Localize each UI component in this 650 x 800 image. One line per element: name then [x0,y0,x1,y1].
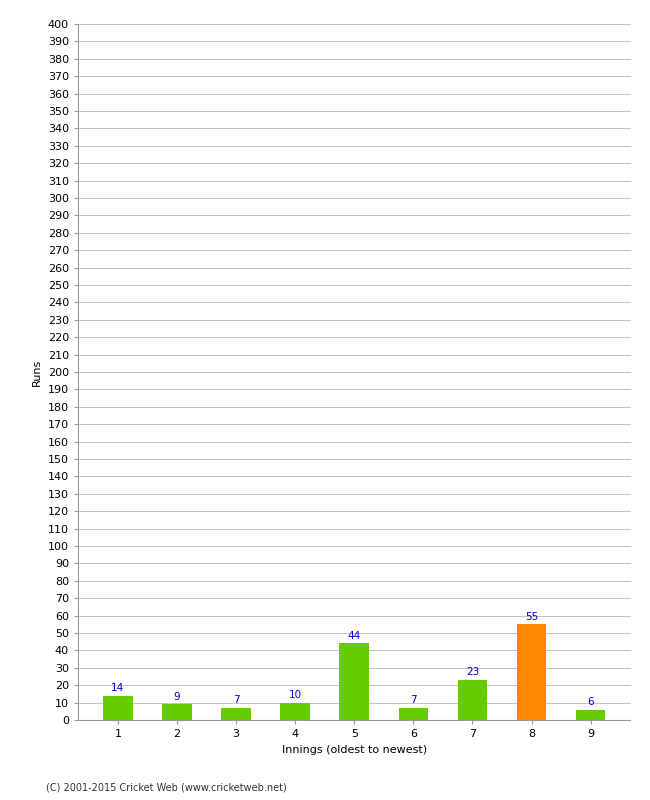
Y-axis label: Runs: Runs [32,358,42,386]
X-axis label: Innings (oldest to newest): Innings (oldest to newest) [281,745,427,754]
Text: 10: 10 [289,690,302,700]
Bar [517,624,546,720]
Text: 7: 7 [410,695,417,706]
Text: 7: 7 [233,695,239,706]
Text: 9: 9 [174,692,180,702]
Bar [458,680,488,720]
Bar [280,702,310,720]
Text: 6: 6 [588,697,594,707]
Bar [221,708,251,720]
Bar [162,704,192,720]
Text: 14: 14 [111,683,125,693]
Bar [339,643,369,720]
Bar [576,710,605,720]
Text: 44: 44 [348,631,361,641]
Text: (C) 2001-2015 Cricket Web (www.cricketweb.net): (C) 2001-2015 Cricket Web (www.cricketwe… [46,782,286,792]
Text: 23: 23 [466,667,479,678]
Text: 55: 55 [525,612,538,622]
Bar [398,708,428,720]
Bar [103,696,133,720]
